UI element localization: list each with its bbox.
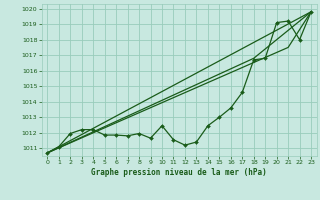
X-axis label: Graphe pression niveau de la mer (hPa): Graphe pression niveau de la mer (hPa) [91, 168, 267, 177]
